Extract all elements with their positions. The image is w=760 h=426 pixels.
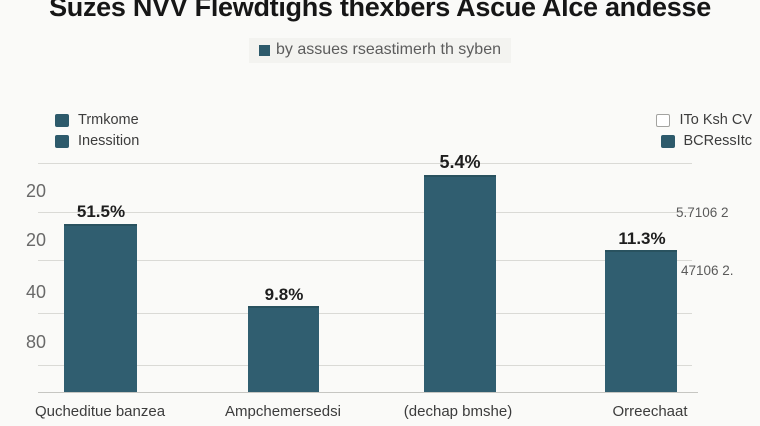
legend-item-trmkome: Trmkome: [55, 112, 139, 128]
bar-value-label: 11.3%: [618, 229, 666, 248]
legend-swatch-icon: [55, 134, 69, 148]
category-label: Orreechaat: [612, 403, 688, 420]
bar-value-label: 51.5%: [76, 202, 126, 221]
legend-item-toksh: ITo Ksh CV: [602, 112, 752, 128]
y-tick-label: 80: [26, 332, 47, 352]
bar-value-label: 9.8%: [264, 285, 304, 304]
chart-subtitle-band: by assues rseastimerh th syben: [249, 38, 511, 63]
gridline: [38, 365, 692, 366]
right-axis-label: 5.7106 2: [676, 205, 729, 220]
gridline: [38, 260, 692, 261]
bar: [605, 250, 677, 392]
x-axis-line: [38, 392, 698, 393]
legend-label: Trmkome: [78, 112, 139, 128]
chart-subtitle: by assues rseastimerh th syben: [276, 41, 501, 58]
legend-label: ITo Ksh CV: [679, 112, 752, 128]
bar: [424, 175, 496, 392]
y-tick-label: 20: [26, 181, 47, 201]
chart-title: Suzes NVV Flewdtighs thexbers Ascue Alce…: [49, 0, 711, 22]
right-axis-label: 47106 2.: [681, 263, 734, 278]
legend-swatch-empty-icon: [656, 113, 671, 127]
legend-label: Inessition: [78, 133, 140, 149]
legend-item-bcressitc: BCRessItc: [602, 133, 752, 149]
legend-swatch-icon: [55, 113, 69, 127]
gridline: [38, 212, 692, 213]
bar: [64, 224, 137, 392]
y-tick-label: 20: [26, 230, 47, 250]
category-label: (dechap bmshe): [403, 403, 513, 420]
legend-swatch-icon: [660, 134, 675, 148]
category-label: Qucheditue banzea: [34, 403, 166, 420]
gridline: [38, 313, 692, 314]
legend-label: BCRessItc: [683, 133, 753, 149]
category-label: Ampchemersedsi: [225, 403, 341, 420]
bar-value-label: 5.4%: [439, 152, 481, 172]
legend-item-inessition: Inessition: [55, 133, 139, 149]
gridline: [38, 163, 692, 164]
bar: [248, 306, 319, 392]
y-tick-label: 40: [26, 282, 47, 302]
legend-swatch-icon: [259, 44, 270, 56]
